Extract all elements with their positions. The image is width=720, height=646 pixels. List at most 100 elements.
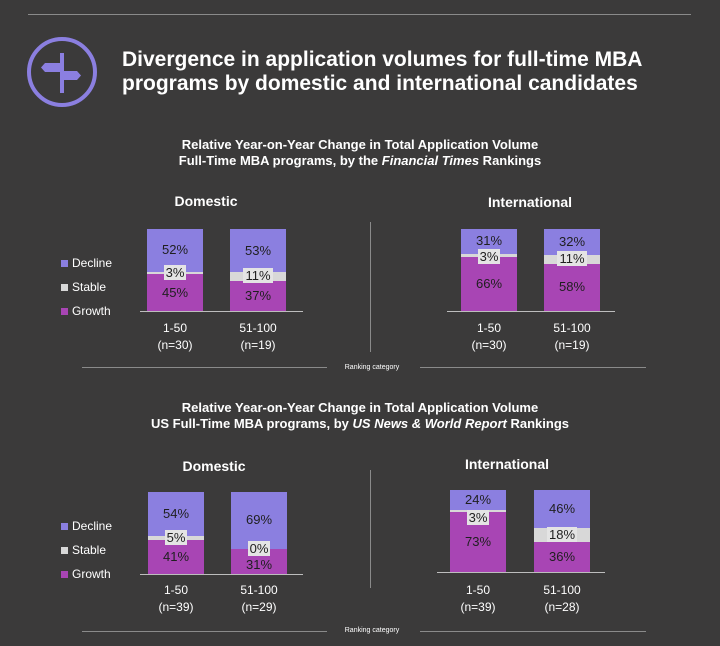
category-label: 51-100 (n=29) (219, 582, 299, 616)
bar-segment-decline (544, 229, 600, 255)
category-sample-size: (n=39) (158, 600, 194, 614)
section-2-title-emphasis: US News & World Report (352, 416, 507, 431)
axis-rule-right-1 (420, 367, 646, 368)
bar-segment-decline (148, 492, 204, 537)
legend-swatch-growth (61, 570, 68, 578)
legend-swatch-growth (61, 307, 68, 315)
category-label: 51-100 (n=19) (218, 320, 298, 354)
category-sample-size: (n=29) (241, 600, 277, 614)
section-1-title-post: Rankings (479, 153, 542, 168)
stacked-bar: 32% 11% 58% (544, 229, 600, 311)
legend-item-decline: Decline (61, 251, 112, 275)
data-label-growth: 45% (161, 284, 189, 300)
section-1-title: Relative Year-on-Year Change in Total Ap… (0, 137, 720, 169)
category-sample-size: (n=30) (471, 338, 507, 352)
x-axis-baseline (437, 572, 605, 573)
panel-title: Domestic (174, 193, 238, 209)
data-label-decline: 31% (475, 233, 503, 248)
legend-item-decline: Decline (61, 514, 112, 538)
data-label-stable: 11% (243, 268, 273, 284)
data-label-stable: 5% (164, 530, 188, 546)
category-label: 51-100 (n=19) (532, 320, 612, 354)
category-name: 1-50 (162, 321, 188, 335)
panel-title: Domestic (182, 458, 246, 474)
category-name: 1-50 (476, 321, 502, 335)
page-title: Divergence in application volumes for fu… (122, 48, 642, 95)
legend-item-stable: Stable (61, 275, 112, 299)
x-axis-baseline (447, 311, 615, 312)
legend-label-growth: Growth (72, 304, 111, 318)
legend-swatch-decline (61, 522, 68, 530)
x-axis-baseline (140, 574, 303, 575)
legend-label-stable: Stable (72, 280, 107, 294)
legend-swatch-stable (61, 546, 68, 554)
section-1-title-pre: Full-Time MBA programs, by the (178, 153, 382, 168)
section-2-title-line1: Relative Year-on-Year Change in Total Ap… (181, 400, 539, 415)
data-label-growth: 66% (475, 275, 503, 291)
legend-item-growth: Growth (61, 562, 112, 586)
axis-rule-left-2 (82, 631, 327, 632)
stacked-bar: 31% 3% 66% (461, 229, 517, 311)
category-sample-size: (n=19) (554, 338, 590, 352)
top-divider (28, 14, 691, 15)
legend-swatch-decline (61, 259, 68, 267)
stacked-bar: 24% 3% 73% (450, 490, 506, 572)
category-name: 51-100 (240, 583, 278, 597)
ranking-axis-label-2: Ranking category (344, 627, 400, 634)
data-label-decline: 54% (162, 506, 190, 522)
panel-title: International (464, 456, 549, 472)
data-label-growth: 36% (548, 549, 576, 565)
stacked-bar: 46% 18% 36% (534, 490, 590, 572)
bar-segment-growth (230, 280, 286, 311)
signpost-icon (27, 37, 97, 107)
data-label-growth: 58% (558, 279, 586, 295)
stacked-bar: 69% 0% 31% (231, 492, 287, 574)
data-label-stable: 18% (546, 527, 578, 543)
panel-title: International (487, 194, 572, 210)
bar-segment-growth (534, 542, 590, 572)
bar-segment-decline (534, 490, 590, 528)
category-label: 1-50 (n=39) (438, 582, 518, 616)
category-sample-size: (n=28) (544, 600, 580, 614)
panel-separator-2 (370, 470, 371, 588)
legend-section-2: Decline Stable Growth (61, 514, 112, 586)
legend-item-stable: Stable (61, 538, 112, 562)
data-label-growth: 73% (464, 534, 492, 550)
category-label: 1-50 (n=30) (449, 320, 529, 354)
category-label: 1-50 (n=30) (135, 320, 215, 354)
legend-label-growth: Growth (72, 567, 111, 581)
x-axis-baseline (140, 311, 303, 312)
bar-segment-decline (231, 492, 287, 549)
panel-separator-1 (370, 222, 371, 352)
data-label-decline: 52% (161, 242, 189, 258)
data-label-stable: 3% (163, 264, 187, 280)
category-name: 51-100 (543, 583, 581, 597)
bar-segment-decline (450, 490, 506, 510)
data-label-growth: 37% (244, 287, 272, 303)
category-sample-size: (n=39) (460, 600, 496, 614)
data-label-stable: 11% (557, 251, 587, 267)
bar-segment-decline (147, 229, 203, 272)
category-label: 1-50 (n=39) (136, 582, 216, 616)
legend-item-growth: Growth (61, 299, 112, 323)
stacked-bar: 53% 11% 37% (230, 229, 286, 311)
category-sample-size: (n=19) (240, 338, 276, 352)
bar-segment-growth (148, 540, 204, 574)
legend-label-decline: Decline (72, 256, 113, 270)
section-1-title-emphasis: Financial Times (381, 153, 480, 168)
section-1-title-line1: Relative Year-on-Year Change in Total Ap… (181, 137, 539, 152)
data-label-stable: 3% (466, 510, 490, 525)
data-label-decline: 46% (548, 500, 576, 516)
section-1-title-line2: Full-Time MBA programs, by the Financial… (0, 153, 720, 169)
category-label: 51-100 (n=28) (522, 582, 602, 616)
bar-segment-decline (230, 229, 286, 273)
category-sample-size: (n=30) (157, 338, 193, 352)
category-name: 1-50 (465, 583, 491, 597)
axis-rule-left-1 (82, 367, 327, 368)
section-2-title-pre: US Full-Time MBA programs, by (151, 416, 353, 431)
section-2-title: Relative Year-on-Year Change in Total Ap… (0, 400, 720, 432)
section-2-title-post: Rankings (506, 416, 569, 431)
data-label-decline: 24% (464, 491, 492, 507)
data-label-stable: 0% (247, 540, 271, 556)
data-label-decline: 53% (244, 242, 272, 258)
